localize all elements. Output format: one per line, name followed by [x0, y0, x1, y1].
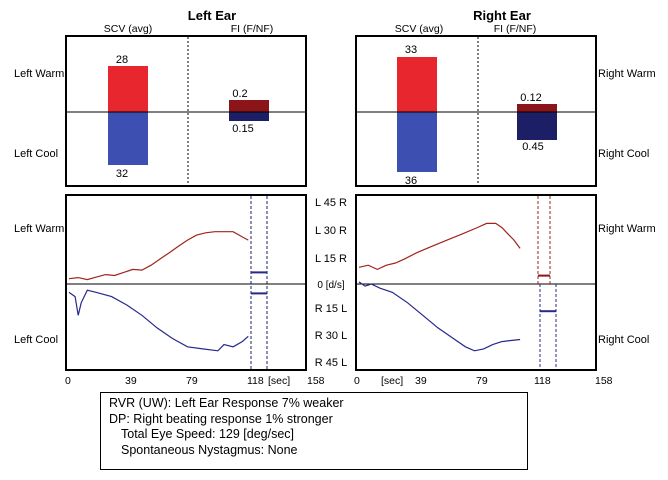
left-warm-label-top: Left Warm: [14, 68, 64, 80]
velocity-tick: R 45 L: [315, 357, 347, 369]
right-top-panel: 33 36 0.12 0.45: [355, 35, 597, 187]
right-cool-scv-bar: [397, 112, 437, 172]
left-warm-fi-value: 0.2: [232, 88, 247, 100]
summary-dp: DP: Right beating response 1% stronger: [109, 411, 333, 426]
left-cool-trace: [68, 289, 249, 352]
velocity-tick: 0 [d/s]: [317, 280, 344, 291]
velocity-tick: L 45 R: [315, 197, 347, 209]
ear-chart: Left Ear Right Ear SCV (avg) FI (F/NF) S…: [14, 8, 656, 387]
summary-box: RVR (UW): Left Ear Response 7% weaker DP…: [100, 392, 528, 470]
time-tick: 0: [354, 375, 360, 387]
right-cool-fi-bar: [517, 112, 557, 140]
left-cool-fi-bar: [229, 112, 269, 121]
summary-rvr: RVR (UW): Left Ear Response 7% weaker: [109, 396, 344, 410]
right-warm-label-top: Right Warm: [598, 68, 656, 80]
left-warm-fi-bar: [229, 100, 269, 112]
right-warm-trace: [358, 222, 521, 271]
velocity-axis: L 45 R L 30 R L 15 R 0 [d/s] R 15 L R 30…: [315, 197, 347, 369]
time-unit: [sec]: [381, 375, 403, 387]
right-ear-title: Right Ear: [473, 8, 531, 23]
summary-total-eye-speed: Total Eye Speed: 129 [deg/sec]: [121, 427, 295, 441]
right-warm-label-bottom: Right Warm: [598, 223, 656, 235]
left-warm-scv-bar: [108, 66, 148, 112]
time-tick: 79: [186, 375, 198, 387]
time-tick: 118: [247, 375, 264, 387]
left-cool-scv-value: 32: [116, 168, 128, 180]
time-tick: 79: [476, 375, 488, 387]
right-cool-label-top: Right Cool: [598, 148, 649, 160]
velocity-tick: R 30 L: [315, 330, 347, 342]
left-cool-label-bottom: Left Cool: [14, 334, 58, 346]
right-cool-scv-value: 36: [405, 175, 417, 187]
right-warm-fi-bar: [517, 104, 557, 112]
left-cool-scv-bar: [108, 112, 148, 165]
right-scv-header: SCV (avg): [395, 23, 443, 35]
right-warm-scv-value: 33: [405, 44, 417, 56]
velocity-tick: L 30 R: [315, 225, 347, 237]
left-cool-fi-value: 0.15: [232, 123, 253, 135]
left-warm-scv-value: 28: [116, 54, 128, 66]
left-warm-label-bottom: Left Warm: [14, 223, 64, 235]
left-top-panel: 28 32 0.2 0.15: [65, 35, 307, 187]
left-bottom-panel: [65, 194, 307, 371]
left-time-axis: 0 39 79 118 [sec] 158: [65, 375, 325, 387]
right-cool-fi-value: 0.45: [522, 141, 543, 153]
right-time-axis: 0 [sec] 39 79 118 158: [354, 375, 613, 387]
right-bottom-panel: [355, 194, 597, 371]
right-fi-header: FI (F/NF): [494, 23, 537, 35]
left-warm-trace: [68, 231, 249, 281]
left-fi-header: FI (F/NF): [231, 23, 274, 35]
left-cool-label-top: Left Cool: [14, 148, 58, 160]
time-tick: 118: [534, 375, 551, 387]
velocity-tick: L 15 R: [315, 253, 347, 265]
right-warm-fi-value: 0.12: [520, 92, 541, 104]
right-warm-scv-bar: [397, 57, 437, 112]
time-tick: 39: [125, 375, 137, 387]
time-tick: 158: [595, 375, 613, 387]
time-unit: [sec]: [268, 375, 290, 387]
velocity-tick: R 15 L: [315, 303, 347, 315]
time-tick: 158: [307, 375, 325, 387]
left-scv-header: SCV (avg): [104, 23, 152, 35]
summary-spontaneous-nystagmus: Spontaneous Nystagmus: None: [121, 442, 298, 457]
time-tick: 0: [65, 375, 71, 387]
right-cool-trace: [358, 281, 521, 352]
right-cool-label-bottom: Right Cool: [598, 334, 649, 346]
time-tick: 39: [415, 375, 427, 387]
left-ear-title: Left Ear: [188, 8, 236, 23]
